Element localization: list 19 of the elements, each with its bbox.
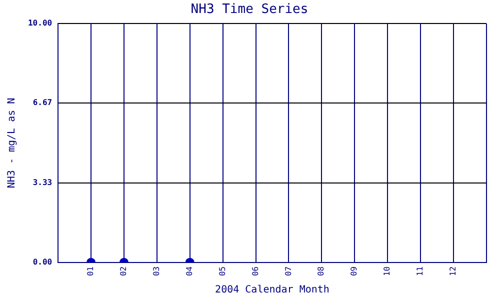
y-tick-label: 10.00 <box>28 18 52 28</box>
x-tick-label: 03 <box>152 266 162 276</box>
x-tick-label: 01 <box>86 266 96 276</box>
x-tick-label: 02 <box>119 266 128 276</box>
x-tick-label: 11 <box>416 266 425 276</box>
x-tick-label: 07 <box>284 266 293 276</box>
x-tick-label: 05 <box>218 266 227 276</box>
y-axis-title: NH3 - mg/L as N <box>6 98 18 188</box>
chart-title: NH3 Time Series <box>190 2 308 18</box>
x-tick-label: 06 <box>250 266 260 276</box>
x-tick-label: 08 <box>316 266 326 276</box>
x-tick-label: 04 <box>184 266 194 276</box>
y-tick-label: 0.00 <box>32 257 52 266</box>
x-tick-label: 10 <box>382 266 392 276</box>
x-tick-label: 09 <box>350 266 359 276</box>
y-tick-label: 3.33 <box>32 178 52 187</box>
y-tick-label: 6.67 <box>32 98 52 108</box>
x-tick-label: 12 <box>448 266 458 276</box>
x-axis-title: 2004 Calendar Month <box>215 284 330 296</box>
